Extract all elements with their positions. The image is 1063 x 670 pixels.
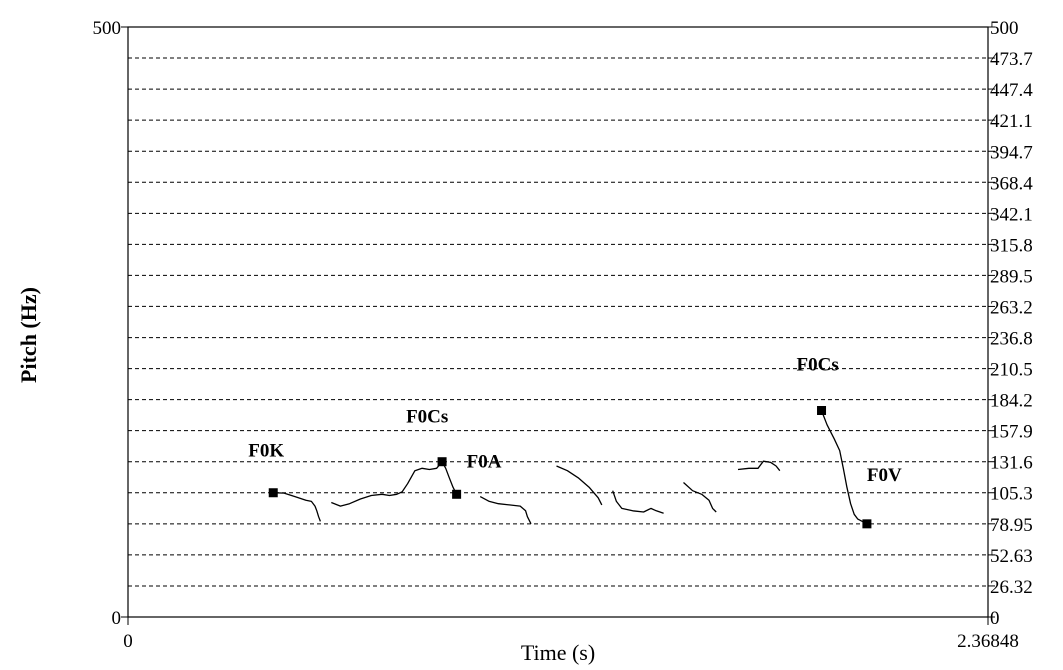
pitch-contour — [556, 465, 603, 506]
pitch-contour — [820, 410, 868, 525]
pitch-series — [273, 410, 868, 525]
annotation-label: F0A — [467, 452, 502, 473]
point-marker — [437, 457, 447, 467]
y-right-tick-label: 78.95 — [990, 515, 1033, 536]
plot-frame — [127, 26, 989, 618]
y-left-tick-label: 500 — [93, 18, 122, 39]
y-right-tick-label: 394.7 — [990, 142, 1033, 163]
pitch-contour — [612, 490, 664, 514]
point-marker — [817, 406, 827, 415]
x-tick-label: 0 — [123, 631, 133, 652]
y-right-tick-label: 421.1 — [990, 111, 1033, 132]
y-right-tick-label: 26.32 — [990, 577, 1033, 598]
axis-ticks: 500 473.7 447.4 421.1 394.7 368.4 342.1 315.8 28… — [93, 18, 1034, 652]
y-right-tick-label: 473.7 — [990, 49, 1033, 70]
y-right-tick-label: 52.63 — [990, 546, 1033, 567]
x-tick-label: 2.36848 — [957, 631, 1019, 652]
y-right-tick-label: 289.5 — [990, 266, 1033, 287]
y-right-tick-label: 184.2 — [990, 391, 1033, 412]
y-right-tick-label: 342.1 — [990, 204, 1033, 225]
y-right-tick-label: 0 — [990, 608, 1000, 629]
pitch-contour — [441, 461, 458, 495]
y-left-tick-label: 0 — [112, 608, 122, 629]
y-right-tick-label: 157.9 — [990, 422, 1033, 443]
y-right-tick-label: 368.4 — [990, 173, 1033, 194]
point-marker — [268, 488, 278, 498]
point-marker — [452, 489, 462, 499]
annotations: F0K F0Cs F0A F0Cs F0V — [248, 355, 902, 529]
y-right-tick-label: 500 — [990, 18, 1019, 39]
y-right-tick-label: 210.5 — [990, 360, 1033, 381]
y-right-tick-label: 105.3 — [990, 484, 1033, 505]
point-marker — [862, 519, 872, 529]
pitch-contour — [737, 460, 781, 472]
y-axis-label: Pitch (Hz) — [16, 287, 41, 383]
x-axis-label: Time (s) — [521, 640, 595, 665]
y-right-tick-label: 315.8 — [990, 235, 1033, 256]
pitch-contour — [479, 496, 532, 525]
annotation-label: F0V — [867, 465, 902, 486]
pitch-contour — [331, 461, 443, 507]
gridlines — [128, 57, 988, 587]
pitch-contour — [683, 482, 717, 513]
annotation-label: F0Cs — [406, 407, 448, 428]
y-right-tick-label: 263.2 — [990, 297, 1033, 318]
y-right-tick-label: 236.8 — [990, 329, 1033, 350]
pitch-contour — [273, 492, 322, 522]
annotation-label: F0Cs — [797, 355, 839, 376]
annotation-label: F0K — [248, 441, 284, 462]
y-right-tick-label: 131.6 — [990, 453, 1033, 474]
y-right-tick-label: 447.4 — [990, 80, 1033, 101]
